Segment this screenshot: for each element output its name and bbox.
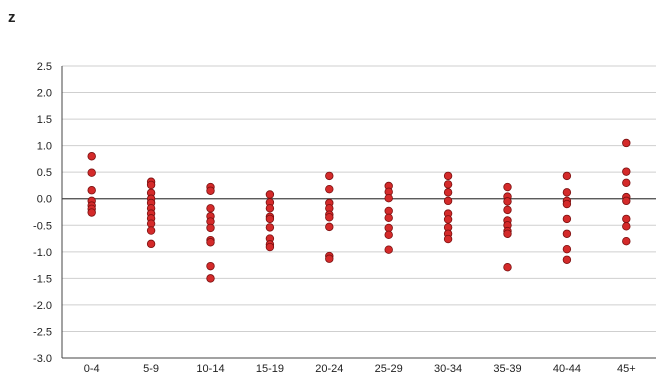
data-point <box>384 245 393 254</box>
data-point <box>562 214 572 224</box>
y-tick-label: -1.5 <box>33 273 52 285</box>
data-point <box>384 206 393 216</box>
x-tick-label: 10-14 <box>196 363 224 375</box>
data-point <box>562 199 572 209</box>
x-tick-label: 5-9 <box>143 363 159 375</box>
data-point <box>325 213 334 222</box>
data-point <box>206 223 215 233</box>
data-point <box>622 236 631 246</box>
data-point <box>325 171 334 181</box>
data-point <box>325 254 334 263</box>
data-point <box>622 167 631 176</box>
data-point <box>384 213 393 223</box>
data-point <box>325 184 334 194</box>
x-tick-label: 30-34 <box>434 363 462 375</box>
data-point <box>622 196 631 206</box>
y-tick-label: 2.5 <box>37 61 52 73</box>
data-point <box>265 204 275 213</box>
data-point <box>562 171 572 181</box>
data-point <box>622 214 631 224</box>
x-tick-label: 40-44 <box>553 363 581 375</box>
data-point <box>87 186 96 195</box>
x-tick-label: 25-29 <box>375 363 403 375</box>
x-tick-label: 35-39 <box>493 363 521 375</box>
data-point <box>325 222 334 232</box>
data-point <box>503 205 512 215</box>
x-tick-label: 15-19 <box>256 363 284 375</box>
data-point <box>87 208 96 217</box>
x-tick-label: 0-4 <box>84 363 100 375</box>
data-point <box>503 182 512 192</box>
data-points <box>87 138 631 283</box>
data-point <box>265 223 275 232</box>
y-tick-label: 1.0 <box>37 141 52 153</box>
data-point <box>384 193 393 203</box>
y-tick-label: -0.5 <box>33 220 52 232</box>
chart-title: z <box>8 9 16 26</box>
y-tick-label: -1.0 <box>33 247 52 259</box>
data-point <box>87 152 96 161</box>
data-point <box>206 186 215 195</box>
y-tick-label: -3.0 <box>33 353 52 365</box>
data-point <box>265 242 275 252</box>
data-point <box>562 244 572 254</box>
y-tick-label: 0.0 <box>37 194 52 206</box>
x-tick-label: 20-24 <box>315 363 343 375</box>
x-axis-ticks: 0-4 5-9 10-14 15-19 20-24 25-29 30-34 35-39 40-4… <box>84 363 636 375</box>
x-tick-label: 45+ <box>617 363 636 375</box>
y-tick-label: -2.0 <box>33 300 52 312</box>
y-tick-label: 2.0 <box>37 88 52 100</box>
data-point <box>622 178 631 187</box>
data-point <box>384 223 393 233</box>
data-point <box>503 197 512 206</box>
data-point <box>206 204 215 213</box>
y-tick-label: 0.5 <box>37 167 52 179</box>
data-point <box>443 180 453 189</box>
data-point <box>503 263 512 272</box>
data-point <box>443 171 453 181</box>
data-point <box>562 229 572 238</box>
data-point <box>265 190 275 199</box>
data-point <box>443 196 453 206</box>
y-axis-ticks: 2.5 2.0 1.5 1.0 0.5 0.0 -0.5 -1.0 -1.5 -2.0 -2.5 -3… <box>33 61 52 365</box>
data-point <box>206 238 215 247</box>
data-point <box>503 229 512 238</box>
data-point <box>146 180 156 190</box>
y-tick-label: -2.5 <box>33 326 52 338</box>
data-point <box>443 215 453 224</box>
data-point <box>562 188 572 197</box>
data-point <box>265 214 275 224</box>
data-point <box>443 188 453 197</box>
data-point <box>622 138 631 148</box>
data-point <box>384 230 393 240</box>
data-point <box>206 274 215 283</box>
data-point <box>87 168 96 177</box>
data-point <box>562 255 572 264</box>
y-tick-label: 1.5 <box>37 114 52 126</box>
data-point <box>622 222 631 231</box>
data-point <box>146 239 156 249</box>
data-point <box>443 234 453 244</box>
data-point <box>206 261 215 271</box>
data-point <box>146 226 156 235</box>
data-point <box>146 219 156 228</box>
